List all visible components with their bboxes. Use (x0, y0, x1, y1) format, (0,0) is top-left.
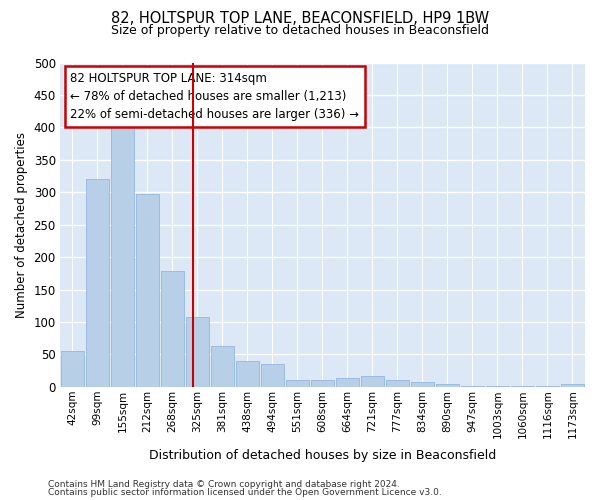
Bar (61, 351, 84, 387)
Bar (261, 364, 284, 387)
Bar (361, 376, 384, 387)
Bar (311, 380, 334, 387)
Bar (161, 272, 184, 387)
Bar (86, 180, 109, 387)
Text: Contains HM Land Registry data © Crown copyright and database right 2024.: Contains HM Land Registry data © Crown c… (48, 480, 400, 489)
Text: 82, HOLTSPUR TOP LANE, BEACONSFIELD, HP9 1BW: 82, HOLTSPUR TOP LANE, BEACONSFIELD, HP9… (111, 11, 489, 26)
Bar (461, 386, 484, 387)
Bar (561, 384, 584, 387)
Bar (386, 380, 409, 387)
Text: Contains public sector information licensed under the Open Government Licence v3: Contains public sector information licen… (48, 488, 442, 497)
Bar (136, 194, 159, 387)
Y-axis label: Number of detached properties: Number of detached properties (15, 132, 28, 318)
Bar (211, 346, 234, 387)
Bar (486, 386, 509, 387)
X-axis label: Distribution of detached houses by size in Beaconsfield: Distribution of detached houses by size … (149, 450, 496, 462)
Bar (436, 384, 459, 387)
Text: Size of property relative to detached houses in Beaconsfield: Size of property relative to detached ho… (111, 24, 489, 37)
Bar (536, 386, 559, 387)
Text: 82 HOLTSPUR TOP LANE: 314sqm
← 78% of detached houses are smaller (1,213)
22% of: 82 HOLTSPUR TOP LANE: 314sqm ← 78% of de… (70, 72, 359, 121)
Bar (236, 361, 259, 387)
Bar (411, 382, 434, 387)
Bar (286, 380, 309, 387)
Bar (336, 378, 359, 387)
Bar (186, 317, 209, 387)
Bar (111, 128, 134, 387)
Bar (511, 386, 534, 387)
